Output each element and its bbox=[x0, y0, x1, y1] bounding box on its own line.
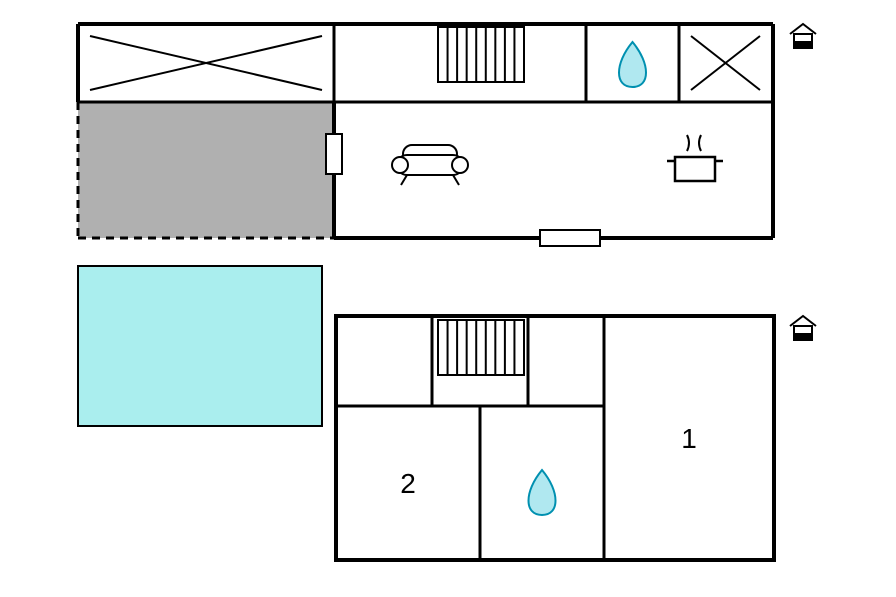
room-label-1: 1 bbox=[681, 423, 697, 454]
door-left bbox=[326, 134, 342, 174]
floor-icon-1 bbox=[790, 24, 816, 48]
water-drop-floor1 bbox=[619, 42, 646, 87]
terrace bbox=[78, 102, 334, 238]
floorplan-canvas: 21 bbox=[0, 0, 896, 597]
pool bbox=[78, 266, 322, 426]
room-label-2: 2 bbox=[400, 468, 416, 499]
door-bottom bbox=[540, 230, 600, 246]
floor2-outline bbox=[336, 316, 774, 560]
floor-icon-2 bbox=[790, 316, 816, 340]
stairs-floor1 bbox=[438, 27, 524, 82]
